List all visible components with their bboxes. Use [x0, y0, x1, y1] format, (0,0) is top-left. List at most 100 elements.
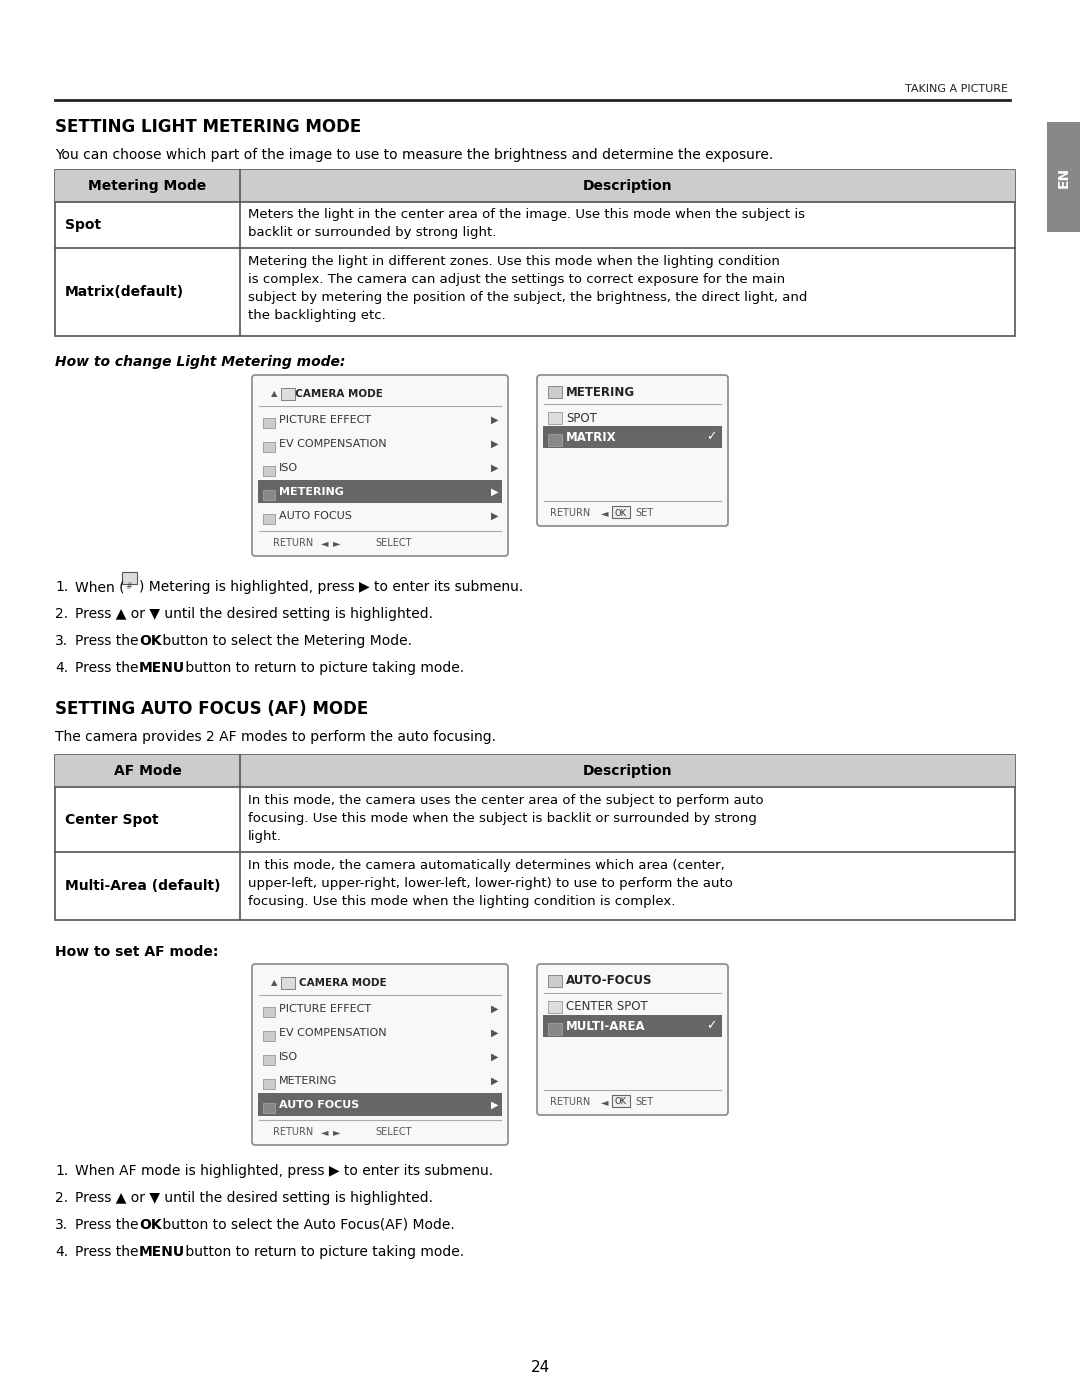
Text: Meters the light in the center area of the image. Use this mode when the subject: Meters the light in the center area of t… [248, 209, 805, 239]
Text: You can choose which part of the image to use to measure the brightness and dete: You can choose which part of the image t… [55, 148, 773, 162]
Text: Spot: Spot [65, 218, 102, 232]
Text: OK: OK [615, 508, 627, 518]
Text: Metering Mode: Metering Mode [89, 180, 206, 193]
Text: ▶: ▶ [491, 1052, 499, 1062]
Text: MENU: MENU [139, 1246, 185, 1259]
Bar [264, 1055, 275, 1065]
Bar [264, 1007, 275, 1016]
Bar [264, 442, 275, 452]
Text: ◄: ◄ [321, 1127, 328, 1137]
Text: Press the: Press the [75, 1218, 143, 1232]
Bar [548, 975, 562, 987]
Text: ◄: ◄ [602, 508, 609, 518]
Bar [55, 755, 1015, 920]
Text: ▶: ▶ [491, 1101, 499, 1110]
Bar [264, 418, 275, 428]
Text: ▶: ▶ [491, 487, 499, 497]
Text: SET: SET [635, 1097, 653, 1108]
Text: ◄: ◄ [321, 539, 328, 548]
Text: Description: Description [583, 180, 673, 193]
Text: ►: ► [334, 1127, 341, 1137]
Text: SETTING LIGHT METERING MODE: SETTING LIGHT METERING MODE [55, 117, 361, 135]
Text: OK: OK [139, 634, 162, 648]
Bar [264, 1032, 275, 1041]
Text: button to return to picture taking mode.: button to return to picture taking mode. [181, 1246, 464, 1259]
Text: MULTI-AREA: MULTI-AREA [566, 1019, 646, 1033]
Text: Press ▲ or ▼ until the desired setting is highlighted.: Press ▲ or ▼ until the desired setting i… [75, 608, 433, 621]
Bar [612, 505, 630, 518]
Text: ▶: ▶ [491, 1076, 499, 1085]
Bar [264, 1079, 275, 1090]
Text: OK: OK [139, 1218, 162, 1232]
Text: EV COMPENSATION: EV COMPENSATION [279, 1027, 387, 1039]
Bar [548, 1023, 562, 1034]
Text: button to select the Auto Focus(AF) Mode.: button to select the Auto Focus(AF) Mode… [158, 1218, 455, 1232]
Text: 1.: 1. [55, 1164, 68, 1178]
Bar [548, 387, 562, 398]
Text: In this mode, the camera uses the center area of the subject to perform auto
foc: In this mode, the camera uses the center… [248, 794, 764, 842]
Bar [264, 1103, 275, 1113]
Bar [548, 434, 562, 446]
Text: AUTO FOCUS: AUTO FOCUS [279, 511, 352, 521]
Text: AUTO-FOCUS: AUTO-FOCUS [566, 975, 652, 987]
Text: How to change Light Metering mode:: How to change Light Metering mode: [55, 355, 346, 369]
Text: 1.: 1. [55, 580, 68, 594]
Text: RETURN: RETURN [550, 508, 591, 518]
Text: Press the: Press the [75, 634, 143, 648]
Bar [548, 412, 562, 424]
Text: PICTURE EFFECT: PICTURE EFFECT [279, 416, 372, 425]
Text: ▶: ▶ [491, 511, 499, 521]
Text: EN: EN [1056, 167, 1070, 188]
Text: Multi-Area (default): Multi-Area (default) [65, 878, 220, 894]
Bar [55, 170, 1015, 336]
Text: How to set AF mode:: How to set AF mode: [55, 945, 218, 958]
Text: MATRIX: MATRIX [566, 431, 617, 443]
Bar [258, 1092, 502, 1116]
Text: Metering the light in different zones. Use this mode when the lighting condition: Metering the light in different zones. U… [248, 255, 808, 322]
Text: SELECT: SELECT [375, 1127, 411, 1137]
Text: CAMERA MODE: CAMERA MODE [288, 389, 383, 399]
Bar [612, 1095, 630, 1108]
Text: EV COMPENSATION: EV COMPENSATION [279, 439, 387, 449]
Text: ▲: ▲ [271, 389, 278, 399]
Text: #: # [125, 581, 133, 591]
Text: button to select the Metering Mode.: button to select the Metering Mode. [158, 634, 411, 648]
Text: ISO: ISO [279, 463, 298, 474]
Text: Center Spot: Center Spot [65, 812, 159, 826]
Text: ▶: ▶ [491, 463, 499, 474]
FancyBboxPatch shape [252, 964, 508, 1145]
Text: When AF mode is highlighted, press ▶ to enter its submenu.: When AF mode is highlighted, press ▶ to … [75, 1164, 494, 1178]
Text: RETURN: RETURN [550, 1097, 591, 1108]
Text: Press the: Press the [75, 1246, 143, 1259]
FancyBboxPatch shape [252, 376, 508, 557]
Text: 24: 24 [530, 1360, 550, 1375]
Text: ISO: ISO [279, 1052, 298, 1062]
Text: METERING: METERING [566, 385, 635, 399]
Bar [264, 490, 275, 500]
Bar [281, 388, 295, 400]
Bar [281, 976, 295, 989]
Text: SPOT: SPOT [566, 412, 597, 424]
Bar [258, 481, 502, 503]
Text: Description: Description [583, 764, 673, 778]
Text: AF Mode: AF Mode [113, 764, 181, 778]
Text: SELECT: SELECT [375, 539, 411, 548]
Text: button to return to picture taking mode.: button to return to picture taking mode. [181, 661, 464, 675]
Bar [264, 514, 275, 523]
Text: ✓: ✓ [705, 431, 716, 443]
FancyBboxPatch shape [537, 964, 728, 1114]
Text: The camera provides 2 AF modes to perform the auto focusing.: The camera provides 2 AF modes to perfor… [55, 731, 496, 744]
Text: Matrix(default): Matrix(default) [65, 284, 184, 300]
Text: ▶: ▶ [491, 416, 499, 425]
Text: Press the: Press the [75, 661, 143, 675]
Text: METERING: METERING [279, 487, 343, 497]
Bar [264, 465, 275, 476]
Text: 3.: 3. [55, 1218, 68, 1232]
Text: 3.: 3. [55, 634, 68, 648]
Text: In this mode, the camera automatically determines which area (center,
upper-left: In this mode, the camera automatically d… [248, 859, 733, 907]
Text: CAMERA MODE: CAMERA MODE [299, 978, 387, 987]
Text: ►: ► [334, 539, 341, 548]
Bar [543, 1015, 723, 1037]
Text: RETURN: RETURN [273, 1127, 313, 1137]
Text: ▲: ▲ [271, 979, 278, 987]
